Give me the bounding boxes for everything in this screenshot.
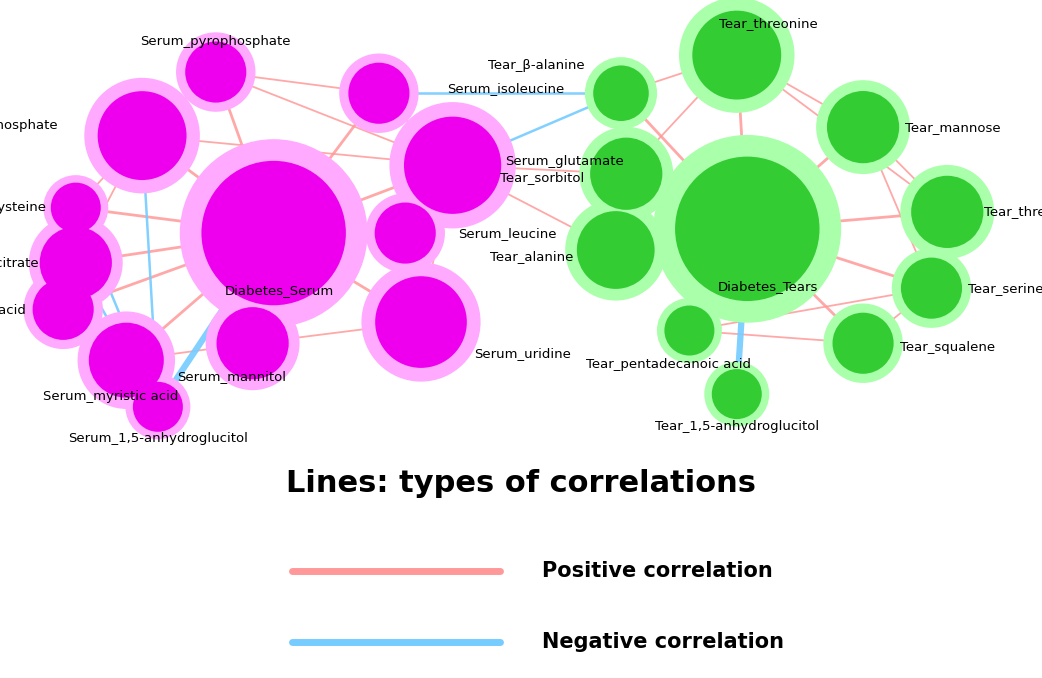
Point — [854, 122, 871, 133]
Point — [681, 325, 698, 336]
Point — [118, 355, 134, 365]
Point — [68, 202, 84, 213]
Point — [618, 168, 635, 179]
Text: Serum_isoleucine: Serum_isoleucine — [447, 83, 565, 96]
Point — [266, 228, 282, 239]
Text: Serum_pyrophosphate: Serum_pyrophosphate — [141, 35, 291, 48]
Text: Diabetes_Tears: Diabetes_Tears — [718, 279, 819, 293]
Text: Lines: types of correlations: Lines: types of correlations — [286, 469, 756, 498]
Point — [371, 87, 388, 98]
Point — [68, 258, 84, 268]
Point — [728, 388, 745, 399]
Text: Tear_serine: Tear_serine — [968, 281, 1042, 295]
Point — [613, 87, 629, 98]
Text: Serum_glutamate: Serum_glutamate — [505, 155, 624, 167]
Point — [207, 66, 224, 77]
Point — [613, 87, 629, 98]
Text: Tear_alanine: Tear_alanine — [490, 250, 574, 263]
Point — [681, 325, 698, 336]
Point — [244, 338, 260, 348]
Point — [118, 355, 134, 365]
Point — [55, 304, 72, 315]
Text: Tear_1,5-anhydroglucitol: Tear_1,5-anhydroglucitol — [654, 420, 819, 433]
Point — [444, 160, 461, 171]
Text: Serum_L-cysteine: Serum_L-cysteine — [0, 201, 46, 214]
Text: Serum_citrate: Serum_citrate — [0, 256, 39, 269]
Point — [68, 258, 84, 268]
Text: Positive correlation: Positive correlation — [542, 561, 772, 581]
Text: Serum_glycerol-1-phosphate: Serum_glycerol-1-phosphate — [0, 119, 58, 132]
Point — [939, 206, 956, 217]
Point — [739, 224, 755, 235]
Text: Diabetes_Serum: Diabetes_Serum — [224, 284, 333, 297]
Point — [728, 388, 745, 399]
Text: Serum_mannitol: Serum_mannitol — [177, 370, 287, 383]
Point — [939, 206, 956, 217]
Text: Tear_pentadecanoic acid: Tear_pentadecanoic acid — [586, 358, 751, 371]
Text: Serum_uridine: Serum_uridine — [474, 348, 571, 361]
Point — [923, 283, 940, 294]
Text: Tear_squalene: Tear_squalene — [900, 341, 995, 354]
Point — [618, 168, 635, 179]
Point — [854, 122, 871, 133]
Text: Serum_myristic acid: Serum_myristic acid — [43, 390, 178, 403]
Point — [413, 317, 429, 327]
Point — [68, 202, 84, 213]
Text: Serum_leucine: Serum_leucine — [457, 226, 556, 239]
Text: Tear_sorbitol: Tear_sorbitol — [500, 172, 585, 184]
Point — [607, 245, 624, 256]
Point — [854, 338, 871, 348]
Point — [739, 224, 755, 235]
Text: Serum_linolenic acid: Serum_linolenic acid — [0, 303, 26, 316]
Point — [854, 338, 871, 348]
Point — [413, 317, 429, 327]
Point — [150, 401, 167, 412]
Point — [607, 245, 624, 256]
Point — [207, 66, 224, 77]
Point — [923, 283, 940, 294]
Text: Tear_β-alanine: Tear_β-alanine — [488, 59, 585, 72]
Point — [728, 49, 745, 60]
Point — [397, 228, 414, 239]
Point — [444, 160, 461, 171]
Point — [266, 228, 282, 239]
Point — [728, 49, 745, 60]
Point — [397, 228, 414, 239]
Text: Negative correlation: Negative correlation — [542, 633, 784, 652]
Point — [133, 130, 150, 141]
Text: Tear_threonine: Tear_threonine — [719, 17, 818, 30]
Text: Serum_1,5-anhydroglucitol: Serum_1,5-anhydroglucitol — [68, 433, 248, 445]
Point — [150, 401, 167, 412]
Point — [244, 338, 260, 348]
Point — [133, 130, 150, 141]
Text: Tear_mannose: Tear_mannose — [905, 121, 1000, 134]
Text: Tear_threose: Tear_threose — [984, 205, 1042, 218]
Point — [371, 87, 388, 98]
Point — [55, 304, 72, 315]
